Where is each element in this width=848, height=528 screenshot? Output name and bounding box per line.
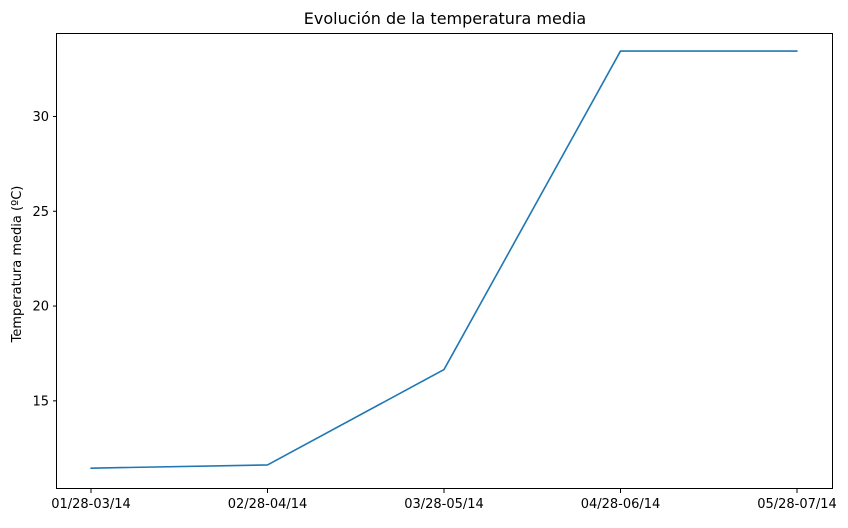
- y-tick-label: 25: [32, 205, 49, 220]
- y-axis-label: Temperatura media (ºC): [10, 186, 25, 344]
- x-tick-label: 04/28-06/14: [581, 497, 661, 512]
- y-tick-label: 30: [32, 110, 49, 125]
- y-axis-ticks: 15 20 25 30: [32, 110, 57, 409]
- x-tick-label: 01/28-03/14: [51, 497, 131, 512]
- y-tick-label: 20: [32, 300, 49, 315]
- x-tick-label: 05/28-07/14: [757, 497, 837, 512]
- x-axis-ticks: 01/28-03/14 02/28-04/14 03/28-05/14 04/28-0…: [51, 489, 837, 512]
- series-line: [90, 50, 798, 469]
- plot-frame: [56, 33, 833, 489]
- series-group: [90, 50, 798, 469]
- x-tick-label: 03/28-05/14: [404, 497, 484, 512]
- y-tick-label: 15: [32, 394, 49, 409]
- chart-title: Evolución de la temperatura media: [304, 9, 586, 28]
- x-tick-label: 02/28-04/14: [228, 497, 308, 512]
